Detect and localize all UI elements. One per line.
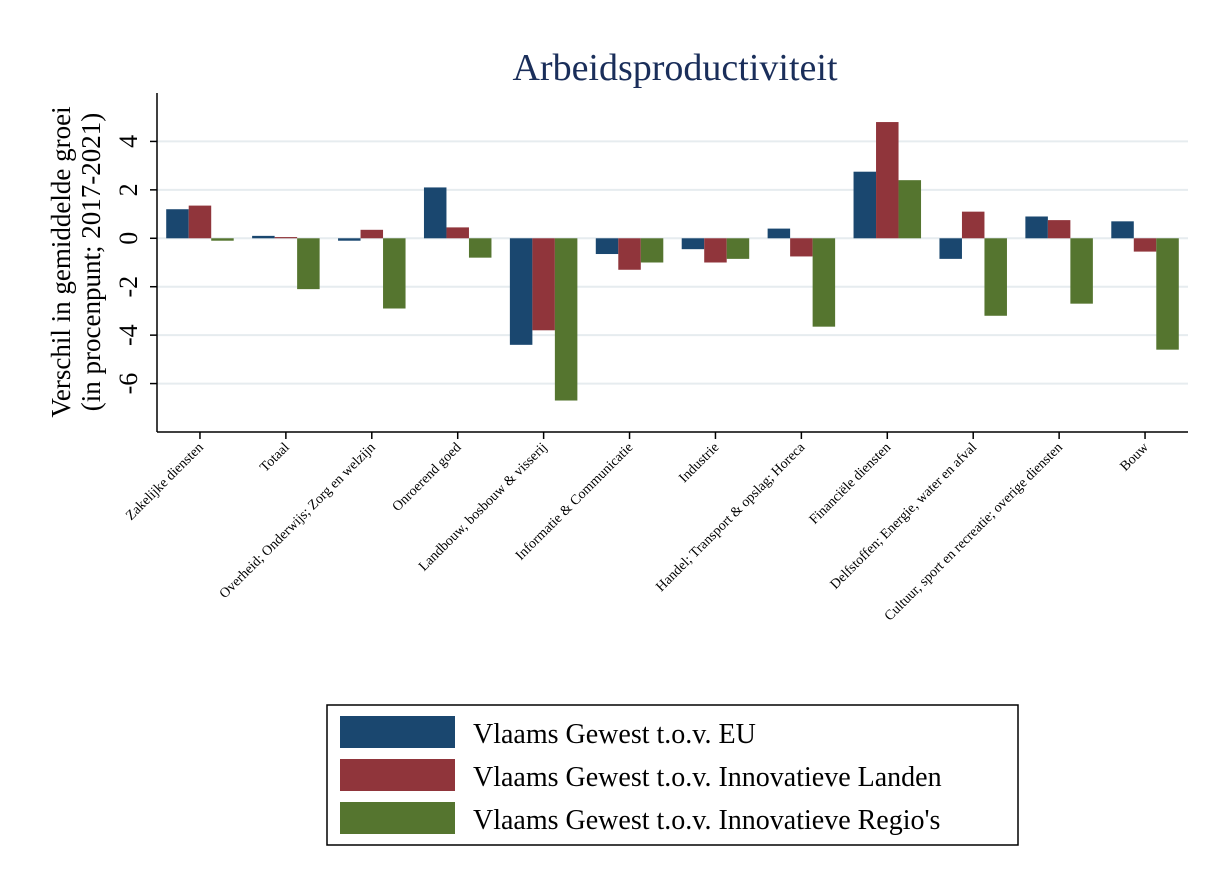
bar xyxy=(876,122,899,239)
x-tick-label: Handel; Transport & opslag; Horeca xyxy=(654,440,809,595)
legend-label: Vlaams Gewest t.o.v. Innovatieve Regio's xyxy=(473,805,940,836)
bar xyxy=(297,238,320,290)
bar xyxy=(812,238,836,327)
bar xyxy=(984,238,1007,316)
x-tick-label: Totaal xyxy=(258,440,293,475)
y-tick-label: 4 xyxy=(114,135,143,148)
legend-swatch xyxy=(340,802,455,834)
bar xyxy=(681,238,705,250)
chart-title: Arbeidsproductiviteit xyxy=(512,47,837,89)
bar xyxy=(532,238,555,331)
bar xyxy=(554,238,578,401)
bar xyxy=(595,238,619,255)
bar xyxy=(446,227,469,239)
bar xyxy=(726,238,750,259)
legend-swatch xyxy=(340,759,455,791)
bar xyxy=(423,187,447,239)
bar xyxy=(211,238,234,241)
bar xyxy=(468,238,492,258)
legend-swatch xyxy=(340,716,455,748)
y-tick-label: -4 xyxy=(114,324,143,346)
y-axis-label: Verschil in gemiddelde groei xyxy=(46,106,76,417)
bar xyxy=(1070,238,1093,304)
x-tick-label: Cultuur, sport en recreatie; overige die… xyxy=(882,440,1066,624)
bar xyxy=(252,235,275,239)
y-axis-label: (in procenpunt; 2017-2021) xyxy=(76,113,106,411)
bar xyxy=(898,180,922,239)
x-tick-label: Bouw xyxy=(1118,440,1153,475)
bar xyxy=(704,238,727,263)
bar xyxy=(188,205,212,239)
bar xyxy=(961,211,985,239)
bar xyxy=(1133,238,1157,252)
bar xyxy=(790,238,813,257)
bar xyxy=(1111,221,1134,239)
bar xyxy=(1156,238,1179,350)
legend-label: Vlaams Gewest t.o.v. Innovatieve Landen xyxy=(473,762,942,793)
bar xyxy=(338,238,361,241)
bar xyxy=(1047,220,1071,239)
y-tick-label: -2 xyxy=(114,276,143,298)
legend-label: Vlaams Gewest t.o.v. EU xyxy=(473,719,756,750)
bar xyxy=(360,229,384,239)
x-tick-label: Zakelijke diensten xyxy=(123,440,206,523)
bar xyxy=(640,238,664,263)
bar xyxy=(618,238,641,270)
legend-box xyxy=(326,704,1019,846)
bar xyxy=(274,237,298,239)
y-tick-label: 0 xyxy=(114,232,143,245)
bar xyxy=(383,238,406,309)
bar xyxy=(1025,216,1048,239)
y-tick-label: -6 xyxy=(114,373,143,395)
bar xyxy=(853,171,877,239)
x-tick-label: Industrie xyxy=(676,440,722,486)
x-tick-label: Overheid; Onderwijs; Zorg en welzijn xyxy=(217,440,379,602)
x-tick-label: Onroerend goed xyxy=(390,440,465,515)
bar xyxy=(166,209,189,239)
y-tick-label: 2 xyxy=(114,183,143,196)
x-tick-label: Financiële diensten xyxy=(807,440,894,527)
bar xyxy=(939,238,962,259)
bar xyxy=(509,238,533,345)
bar xyxy=(767,228,791,239)
x-tick-label: Delfstoffen; Energie, water en afval xyxy=(828,440,980,592)
